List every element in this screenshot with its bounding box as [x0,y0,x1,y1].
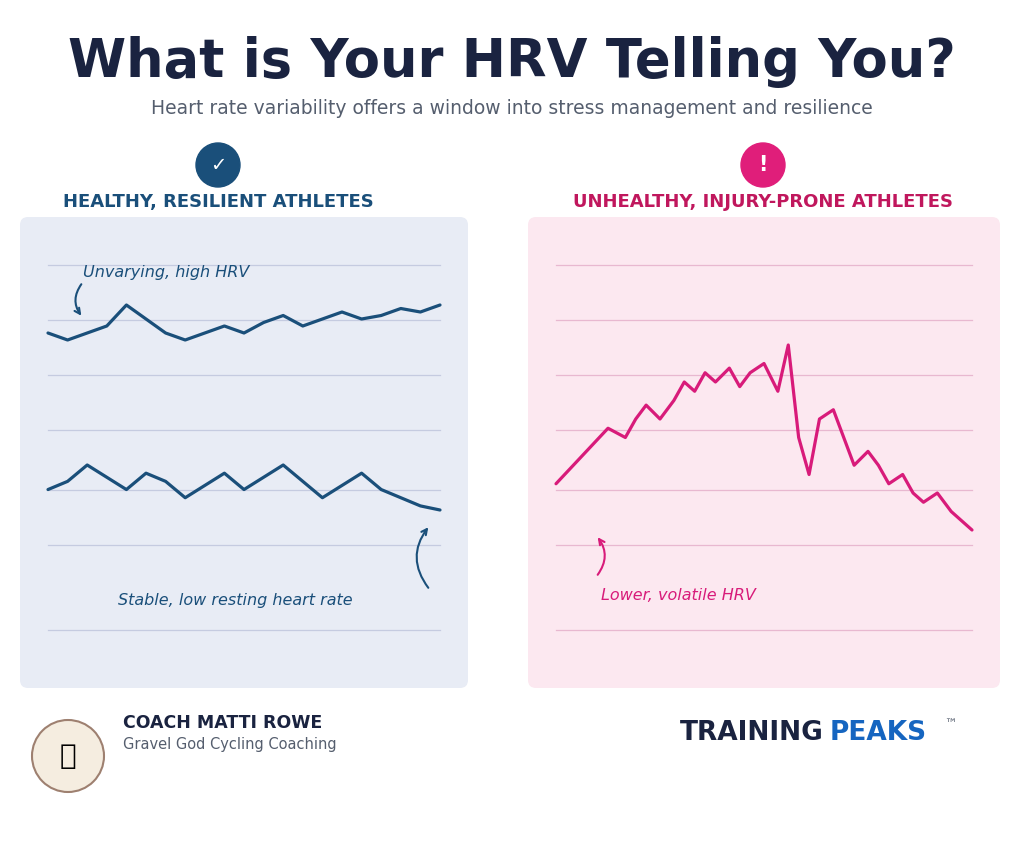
Text: HEALTHY, RESILIENT ATHLETES: HEALTHY, RESILIENT ATHLETES [62,193,374,211]
Text: TRAINING: TRAINING [680,720,824,746]
Text: 🎩: 🎩 [59,742,77,770]
Text: ✓: ✓ [210,155,226,175]
Text: Unvarying, high HRV: Unvarying, high HRV [83,265,250,279]
Text: UNHEALTHY, INJURY-PRONE ATHLETES: UNHEALTHY, INJURY-PRONE ATHLETES [573,193,953,211]
Circle shape [741,143,785,187]
Circle shape [196,143,240,187]
Text: COACH MATTI ROWE: COACH MATTI ROWE [123,714,323,732]
Circle shape [32,720,104,792]
Text: Stable, low resting heart rate: Stable, low resting heart rate [118,593,352,608]
Text: Gravel God Cycling Coaching: Gravel God Cycling Coaching [123,738,337,752]
Text: Lower, volatile HRV: Lower, volatile HRV [601,588,756,603]
Text: ™: ™ [944,718,956,732]
Text: !: ! [759,155,768,175]
FancyBboxPatch shape [528,217,1000,688]
Text: What is Your HRV Telling You?: What is Your HRV Telling You? [69,36,955,88]
Text: Heart rate variability offers a window into stress management and resilience: Heart rate variability offers a window i… [152,98,872,117]
Text: PEAKS: PEAKS [830,720,927,746]
FancyBboxPatch shape [20,217,468,688]
